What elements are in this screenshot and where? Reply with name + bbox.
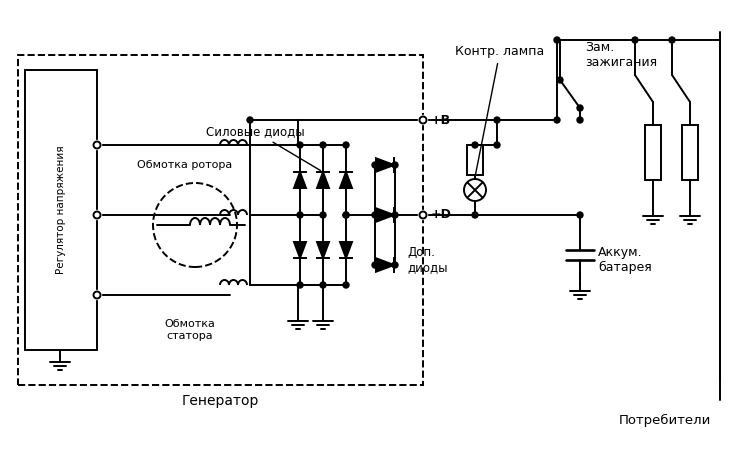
Circle shape: [320, 142, 326, 148]
Circle shape: [93, 291, 101, 300]
Bar: [467, 145, 483, 175]
Text: Аккум.
батарея: Аккум. батарея: [598, 246, 652, 274]
Polygon shape: [340, 242, 352, 258]
Text: Генератор: Генератор: [182, 394, 259, 408]
Circle shape: [320, 212, 326, 218]
Polygon shape: [340, 172, 352, 188]
Polygon shape: [376, 158, 394, 172]
Polygon shape: [376, 208, 394, 222]
Circle shape: [372, 262, 378, 268]
Polygon shape: [294, 172, 306, 188]
Circle shape: [343, 142, 349, 148]
Circle shape: [577, 117, 583, 123]
Text: Силовые диоды: Силовые диоды: [206, 125, 320, 171]
Circle shape: [669, 37, 675, 43]
Circle shape: [632, 37, 638, 43]
Circle shape: [93, 140, 101, 149]
Text: Зам.
зажигания: Зам. зажигания: [585, 41, 657, 69]
Polygon shape: [376, 258, 394, 272]
Circle shape: [554, 37, 560, 43]
Polygon shape: [317, 242, 329, 258]
Polygon shape: [294, 242, 306, 258]
Circle shape: [494, 117, 500, 123]
Circle shape: [343, 212, 349, 218]
Circle shape: [418, 116, 428, 125]
Bar: [682, 125, 698, 180]
Text: +D: +D: [431, 208, 452, 221]
Circle shape: [297, 142, 303, 148]
Text: Доп.
диоды: Доп. диоды: [407, 246, 448, 274]
Circle shape: [320, 282, 326, 288]
Circle shape: [494, 142, 500, 148]
Bar: [645, 125, 661, 180]
Bar: [25, 70, 97, 350]
Text: Контр. лампа: Контр. лампа: [456, 45, 545, 174]
Text: +B: +B: [431, 113, 451, 126]
Circle shape: [343, 282, 349, 288]
Circle shape: [392, 262, 398, 268]
Circle shape: [93, 211, 101, 220]
Polygon shape: [317, 172, 329, 188]
Circle shape: [472, 212, 478, 218]
Text: Обмотка ротора: Обмотка ротора: [137, 160, 232, 170]
Circle shape: [297, 282, 303, 288]
Text: Потребители: Потребители: [619, 414, 711, 427]
Circle shape: [557, 77, 563, 83]
Circle shape: [472, 142, 478, 148]
Text: Регулятор напряжения: Регулятор напряжения: [56, 146, 66, 274]
Text: Обмотка
статора: Обмотка статора: [165, 319, 215, 341]
Circle shape: [247, 117, 253, 123]
Circle shape: [577, 212, 583, 218]
Circle shape: [297, 212, 303, 218]
Circle shape: [343, 212, 349, 218]
Circle shape: [577, 105, 583, 111]
Circle shape: [372, 162, 378, 168]
Circle shape: [392, 212, 398, 218]
Circle shape: [418, 211, 428, 220]
Circle shape: [372, 212, 378, 218]
Circle shape: [554, 117, 560, 123]
Circle shape: [392, 162, 398, 168]
